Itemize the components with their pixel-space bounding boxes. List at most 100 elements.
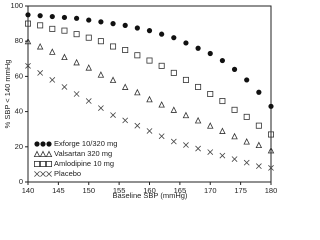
marker [73, 91, 80, 97]
marker [146, 95, 153, 103]
legend-marker [40, 160, 47, 167]
marker [86, 17, 92, 23]
marker [182, 111, 190, 119]
marker [255, 163, 262, 170]
marker [61, 84, 68, 90]
legend-marker [34, 141, 40, 147]
marker [231, 66, 238, 72]
marker [170, 69, 177, 76]
marker [183, 40, 189, 46]
marker [183, 142, 189, 148]
marker [37, 22, 44, 29]
marker [158, 133, 165, 140]
x-tick-label: 170 [204, 186, 217, 195]
marker [122, 22, 128, 28]
marker [97, 71, 105, 78]
marker [73, 31, 80, 38]
marker [219, 57, 225, 64]
marker [207, 91, 214, 98]
x-tick-label: 155 [113, 186, 126, 195]
marker [207, 50, 213, 57]
y-tick-label: 20 [15, 142, 23, 151]
marker [122, 47, 129, 54]
marker [37, 69, 44, 76]
x-axis-label: Baseline SBP (mmHg) [113, 191, 188, 200]
marker [231, 156, 238, 163]
marker [122, 117, 129, 124]
marker [25, 62, 31, 69]
marker [74, 15, 80, 21]
x-tick-label: 140 [22, 186, 35, 195]
marker [36, 42, 44, 50]
marker [231, 132, 238, 140]
marker [110, 43, 117, 50]
marker [194, 116, 202, 124]
y-tick-label: 80 [15, 36, 23, 45]
marker [243, 159, 250, 166]
marker [255, 141, 263, 149]
legend-marker [45, 150, 53, 157]
x-tick-label: 180 [265, 186, 277, 195]
legend-label: Valsartan 320 mg [54, 149, 112, 158]
marker [25, 12, 31, 18]
marker [61, 53, 68, 61]
marker [158, 62, 165, 69]
y-tick-label: 100 [10, 1, 23, 10]
legend-marker [34, 171, 40, 177]
marker [134, 88, 141, 96]
marker [195, 83, 202, 90]
legend-marker [33, 150, 41, 157]
legend-marker [46, 171, 52, 177]
marker [170, 106, 178, 113]
marker [134, 25, 140, 31]
marker [219, 127, 226, 134]
marker [231, 106, 238, 113]
legend-marker [40, 141, 46, 147]
marker [110, 21, 116, 27]
marker [146, 57, 153, 64]
marker [243, 113, 250, 120]
y-tick-label: 40 [15, 107, 23, 116]
marker [146, 28, 153, 34]
marker [85, 98, 92, 104]
x-tick-label: 150 [82, 186, 95, 195]
marker [97, 38, 104, 45]
legend-label: Amlodipine 10 mg [54, 159, 114, 168]
marker [109, 76, 117, 83]
marker [146, 128, 153, 134]
marker [267, 146, 275, 154]
marker [195, 45, 201, 51]
marker [171, 35, 177, 41]
x-tick-label: 165 [174, 186, 187, 195]
marker [85, 34, 92, 41]
marker [73, 58, 80, 66]
marker [24, 20, 31, 27]
marker [61, 14, 68, 21]
y-tick-label: 60 [15, 71, 23, 80]
chart: Baseline SBP (mmHg) % SBP < 140 mmHg 0 20… [3, 1, 277, 200]
marker [267, 131, 274, 138]
marker [243, 138, 250, 145]
marker [255, 122, 262, 129]
y-tick-label: 0 [19, 177, 23, 186]
marker [85, 64, 92, 71]
legend-marker [39, 150, 47, 157]
marker [49, 13, 55, 20]
legend-marker [46, 160, 53, 167]
legend-label: Placebo [54, 169, 81, 178]
marker [49, 48, 56, 55]
marker [159, 31, 165, 37]
marker [61, 27, 68, 34]
marker [207, 122, 214, 129]
marker [219, 152, 226, 159]
marker [256, 89, 262, 95]
x-tick-label: 145 [52, 186, 65, 195]
marker [219, 98, 226, 105]
y-axis-label: % SBP < 140 mmHg [3, 60, 12, 129]
marker [110, 112, 116, 119]
x-tick-label: 175 [234, 186, 247, 195]
marker [195, 145, 201, 152]
marker [24, 37, 32, 45]
marker [37, 13, 43, 19]
marker [170, 138, 177, 145]
